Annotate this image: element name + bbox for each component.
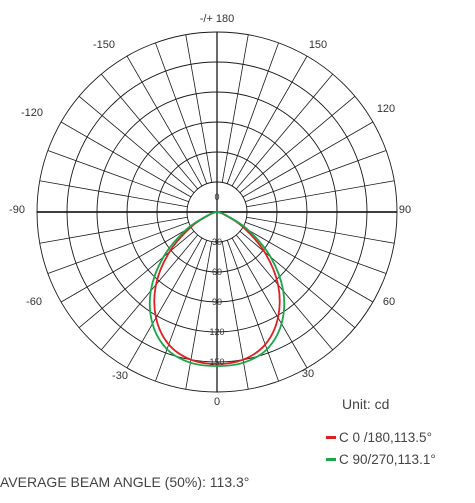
angle-label: 60 — [383, 296, 395, 308]
grid-spoke — [185, 241, 213, 390]
grid-spoke — [231, 237, 308, 369]
radial-label: 120 — [209, 327, 224, 337]
grid-spoke — [235, 234, 334, 351]
grid-spoke — [39, 216, 188, 244]
radial-label: 90 — [212, 297, 222, 307]
grid-spoke — [239, 95, 356, 194]
legend-label-c0: C 0 /180,113.5° — [339, 429, 432, 445]
legend-label-c90: C 90/270,113.1° — [339, 451, 436, 467]
grid-spoke — [155, 240, 208, 382]
grid-spoke — [231, 55, 308, 187]
grid-spoke — [60, 121, 192, 198]
radial-label: 30 — [212, 237, 222, 247]
unit-label: Unit: cd — [342, 396, 390, 412]
grid-spoke — [246, 180, 395, 208]
legend-item-c90: C 90/270,113.1° — [326, 448, 436, 470]
grid-spoke — [221, 34, 249, 183]
series-layer — [148, 210, 286, 367]
grid-spoke — [60, 226, 192, 303]
grid-spoke — [185, 34, 213, 183]
grid-spoke — [100, 73, 199, 190]
radial-label: 0 — [214, 192, 219, 202]
radial-label: 60 — [212, 267, 222, 277]
angle-label: 150 — [309, 39, 327, 51]
angle-label: -30 — [112, 370, 128, 382]
grid-spoke — [242, 226, 374, 303]
angle-label: 0 — [214, 396, 220, 408]
grid-spoke — [246, 216, 395, 244]
angle-label: -150 — [93, 39, 115, 51]
angle-label: 90 — [399, 204, 411, 216]
grid-spoke — [226, 240, 279, 382]
angle-label: -120 — [21, 107, 43, 119]
legend: C 0 /180,113.5° C 90/270,113.1° — [326, 426, 436, 470]
radial-label: 150 — [209, 357, 224, 367]
grid-spoke — [78, 95, 195, 194]
grid-spoke — [245, 150, 387, 203]
grid-spoke — [39, 180, 188, 208]
series-line-1 — [148, 210, 286, 367]
grid-spoke — [47, 150, 189, 203]
angle-label: -60 — [26, 296, 42, 308]
grid-spoke — [235, 73, 334, 190]
polar-grid — [36, 31, 398, 393]
grid-spoke — [100, 234, 199, 351]
series-line-0 — [153, 211, 281, 365]
grid-spoke — [221, 241, 249, 390]
legend-item-c0: C 0 /180,113.5° — [326, 426, 436, 448]
grid-spoke — [126, 55, 203, 187]
grid-spoke — [126, 237, 203, 369]
label-layer: 0 30 60 90 120 150 -/+ 180 150 -150 120 -120 90 -90 6… — [9, 13, 411, 408]
grid-spoke — [47, 221, 189, 274]
angle-label: -/+ 180 — [200, 13, 235, 25]
legend-swatch-c0 — [326, 435, 336, 439]
angle-label: -90 — [9, 204, 25, 216]
grid-spoke — [242, 121, 374, 198]
grid-spoke — [155, 42, 208, 184]
angle-label: 30 — [302, 368, 314, 380]
grid-spoke — [245, 221, 387, 274]
grid-spoke — [226, 42, 279, 184]
average-beam-angle: AVERAGE BEAM ANGLE (50%): 113.3° — [0, 474, 250, 490]
legend-swatch-c90 — [326, 457, 336, 461]
grid-spoke — [239, 230, 356, 329]
angle-label: 120 — [377, 103, 395, 115]
grid-spoke — [78, 230, 195, 329]
